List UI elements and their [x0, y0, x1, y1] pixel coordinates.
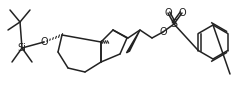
Text: O: O [40, 37, 48, 47]
Text: S: S [170, 19, 178, 29]
Text: O: O [159, 27, 167, 37]
Polygon shape [126, 30, 140, 53]
Text: O: O [164, 8, 172, 18]
Text: Si: Si [18, 43, 26, 53]
Text: O: O [178, 8, 186, 18]
